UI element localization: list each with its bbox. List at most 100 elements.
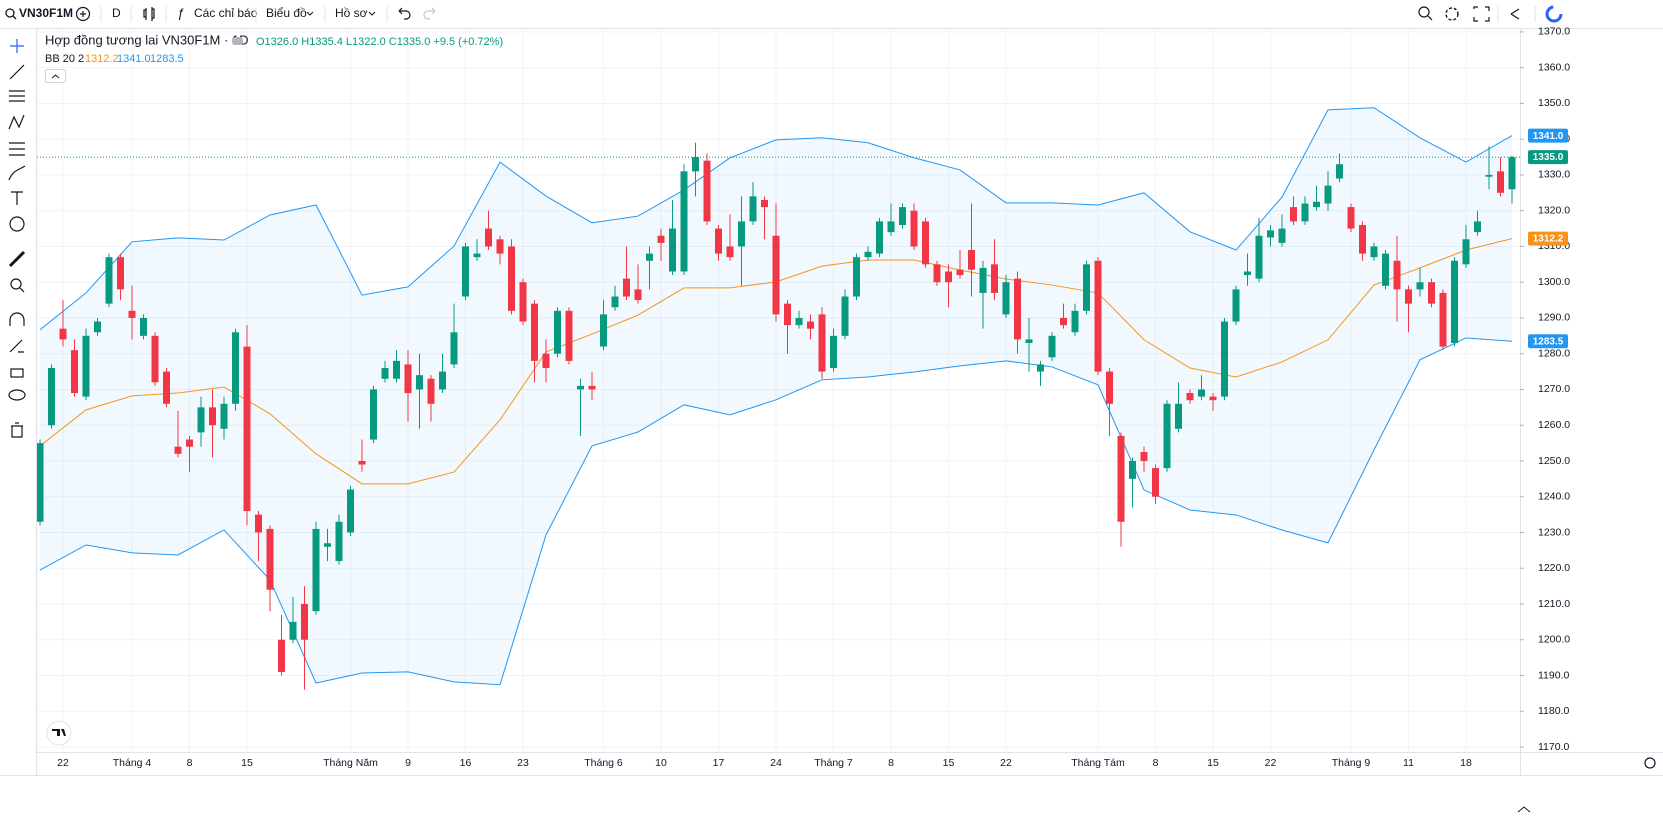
scroll-button[interactable] <box>1517 806 1531 813</box>
brush-tool[interactable] <box>8 165 26 181</box>
last-price-tag-bg <box>1528 150 1568 165</box>
candle-body <box>1428 282 1435 304</box>
text-tool[interactable] <box>11 191 23 205</box>
chart-menu[interactable]: Biểu đồ <box>266 6 314 20</box>
chart-type-button[interactable] <box>143 7 155 21</box>
candle-body <box>565 310 573 361</box>
search-icon <box>12 15 17 20</box>
x-tick-label: 11 <box>1403 757 1414 769</box>
tv-logo <box>46 720 72 746</box>
candle-body <box>1037 364 1044 372</box>
zoom-tool[interactable] <box>10 278 22 290</box>
candle-body <box>1175 403 1182 429</box>
x-tick-label: 15 <box>241 757 253 769</box>
candle-body <box>1290 207 1297 222</box>
magnet-tool[interactable] <box>9 312 25 326</box>
candle-body <box>393 360 400 379</box>
measure-tool[interactable] <box>8 250 26 268</box>
collapse-button[interactable] <box>45 69 66 83</box>
fx-icon: ƒ <box>177 5 184 20</box>
y-tick-label: 1230.0 <box>1538 526 1570 538</box>
candle-body <box>1313 201 1320 208</box>
candle-body <box>646 253 653 261</box>
candle-body <box>496 239 504 254</box>
x-tick-label: 22 <box>1000 757 1012 769</box>
candle-body <box>749 196 757 222</box>
x-tick-label: 9 <box>405 757 411 769</box>
redo-button[interactable] <box>423 7 436 20</box>
candle-body <box>761 199 768 208</box>
candle-body <box>370 389 377 440</box>
y-tick-label: 1260.0 <box>1538 419 1570 431</box>
settings-button[interactable] <box>1445 7 1459 21</box>
zoom-tool[interactable] <box>19 287 25 293</box>
delete-tool[interactable] <box>11 422 23 438</box>
candle-body <box>324 543 331 547</box>
crosshair-tool[interactable] <box>10 39 24 53</box>
candle-body <box>1336 164 1343 179</box>
visibility-tool[interactable] <box>8 389 26 401</box>
candle-body <box>416 375 423 390</box>
y-tick-label: 1190.0 <box>1538 669 1569 681</box>
y-tick-label: 1290.0 <box>1538 312 1570 324</box>
pattern-tool[interactable] <box>8 114 25 130</box>
axis-settings[interactable] <box>1644 757 1656 769</box>
candle-body <box>795 317 803 326</box>
snapshot-button[interactable] <box>1418 6 1430 18</box>
right-tools <box>1418 5 1563 23</box>
symbol-search[interactable]: VN30F1M <box>5 6 73 20</box>
candle-body <box>1451 260 1458 343</box>
lock-tool[interactable] <box>10 368 24 378</box>
candle-body <box>818 314 826 372</box>
chevron-up <box>51 74 60 79</box>
x-tick-label: Tháng Tám <box>1071 757 1125 769</box>
undo-button[interactable] <box>398 7 411 20</box>
x-tick-label: 8 <box>187 757 193 769</box>
candle-body <box>703 160 711 222</box>
share-button[interactable] <box>1510 8 1520 20</box>
candle-body <box>255 514 262 533</box>
basis-tag: 1312.2 <box>1533 234 1564 245</box>
candle-body <box>519 282 527 322</box>
line-tool[interactable] <box>9 64 25 80</box>
plus-icon <box>80 11 86 17</box>
status-dot <box>232 37 243 45</box>
x-tick-label: Tháng 6 <box>584 757 623 769</box>
x-tick-label: Tháng Năm <box>323 757 378 769</box>
candle-body <box>945 271 952 283</box>
candle-body <box>1405 289 1412 304</box>
snapshot-button[interactable] <box>1427 15 1433 21</box>
candle-body <box>1382 253 1389 286</box>
candle-body <box>197 407 205 433</box>
candle-body <box>692 157 699 172</box>
candle-body <box>381 368 389 379</box>
x-tick-label: 22 <box>57 757 69 769</box>
candle-body <box>841 296 849 336</box>
fib-tool[interactable] <box>9 90 25 102</box>
profile-menu[interactable]: Hồ sơ <box>335 6 376 20</box>
candle-body <box>1255 235 1263 279</box>
x-tick-label: Tháng 7 <box>814 757 853 769</box>
x-tick-label: 16 <box>460 757 472 769</box>
candle-body <box>634 289 642 301</box>
x-tick-label: 23 <box>517 757 529 769</box>
candle-body <box>1117 435 1125 522</box>
interval[interactable]: D <box>112 6 121 20</box>
emoji-tool[interactable] <box>9 216 25 232</box>
candle-body <box>1198 389 1205 397</box>
candle-body <box>37 443 44 522</box>
draw-mode-tool[interactable] <box>9 339 24 353</box>
close: C1335.0 <box>389 36 431 48</box>
fullscreen-button[interactable] <box>1473 6 1490 22</box>
indicators-button[interactable]: ƒ Các chỉ báo <box>177 5 258 20</box>
plus-icon <box>75 6 91 22</box>
candle-body <box>1324 185 1332 204</box>
upper-tag: 1341.0 <box>1533 131 1564 142</box>
candle-body <box>1462 239 1470 265</box>
candle-body <box>600 314 607 347</box>
projection-tool[interactable] <box>9 142 25 156</box>
compare-button[interactable] <box>75 6 91 22</box>
candle-body <box>59 328 67 340</box>
candle-body <box>1497 171 1504 193</box>
